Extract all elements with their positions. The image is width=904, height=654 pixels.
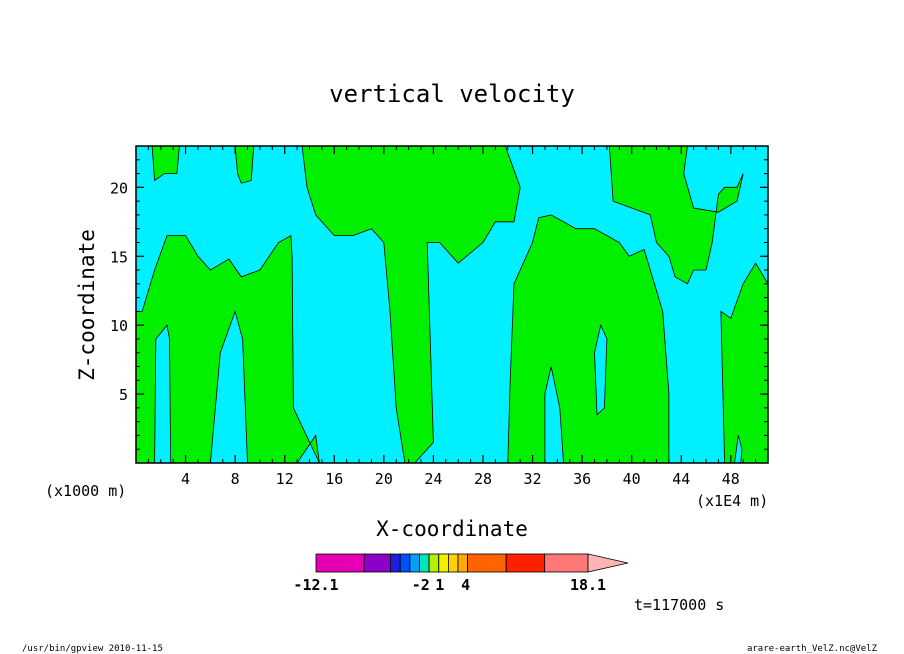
colorbar-segment xyxy=(467,553,507,573)
y-axis: 5 10 15 20 xyxy=(110,159,768,450)
colorbar-segment xyxy=(409,553,420,573)
x-tick-label: 40 xyxy=(623,470,641,488)
colorbar-segment xyxy=(505,553,546,573)
colorbar-segment xyxy=(457,553,469,573)
colorbar-label: 1 xyxy=(435,576,444,594)
y-tick-label: 10 xyxy=(110,317,128,335)
x-tick-label: 20 xyxy=(375,470,393,488)
x-unit-label: (x1000 m) xyxy=(45,482,126,500)
contour-region-negative xyxy=(301,145,521,464)
colorbar-labels: -12.1 -2 1 4 18.1 xyxy=(293,576,606,594)
colorbar-segment xyxy=(447,553,459,573)
colorbar-label: 4 xyxy=(461,576,470,594)
x-tick-label: 32 xyxy=(524,470,542,488)
x-tick-label: 12 xyxy=(276,470,294,488)
colorbar-segment xyxy=(399,553,411,573)
colorbar-segment xyxy=(438,553,449,573)
colorbar-label: 18.1 xyxy=(570,576,606,594)
x-tick-label: 8 xyxy=(231,470,240,488)
y-tick-label: 20 xyxy=(110,179,128,197)
plot-frame xyxy=(135,145,769,464)
x-axis-label: X-coordinate xyxy=(376,517,528,541)
contour-region-negative xyxy=(135,234,320,464)
x-tick-label: 4 xyxy=(181,470,190,488)
y-tick-label: 15 xyxy=(110,248,128,266)
y-tick-label: 5 xyxy=(119,386,128,404)
x-tick-label: 16 xyxy=(325,470,343,488)
chart-title: vertical velocity xyxy=(329,80,575,108)
colorbar-label: -12.1 xyxy=(293,576,338,594)
colorbar-segment xyxy=(363,553,392,573)
x-axis: 4 8 12 16 20 24 28 32 36 40 44 48 xyxy=(147,146,757,488)
colorbar-segment xyxy=(419,553,430,573)
footer-left: /usr/bin/gpview 2010-11-15 xyxy=(22,644,163,654)
colorbar-overflow-arrow xyxy=(587,553,629,573)
colorbar-segment xyxy=(315,553,365,573)
footer-right: arare-earth_VelZ.nc@VelZ xyxy=(747,644,878,654)
colorbar-segment xyxy=(544,553,589,573)
x-unit-label-right: (x1E4 m) xyxy=(696,492,768,510)
y-axis-label: Z-coordinate xyxy=(75,229,99,381)
x-tick-label: 48 xyxy=(722,470,740,488)
x-tick-label: 28 xyxy=(474,470,492,488)
contour-region-negative xyxy=(507,214,670,464)
contour-fills xyxy=(135,145,769,464)
colorbar xyxy=(315,553,629,573)
contour-region-positive xyxy=(594,323,608,416)
time-label: t=117000 s xyxy=(634,596,724,614)
colorbar-segment xyxy=(390,553,401,573)
x-tick-label: 44 xyxy=(672,470,690,488)
colorbar-segment xyxy=(428,553,440,573)
contour-region-negative xyxy=(608,145,744,285)
colorbar-label: -2 xyxy=(412,576,430,594)
x-tick-label: 36 xyxy=(573,470,591,488)
x-tick-label: 24 xyxy=(424,470,442,488)
